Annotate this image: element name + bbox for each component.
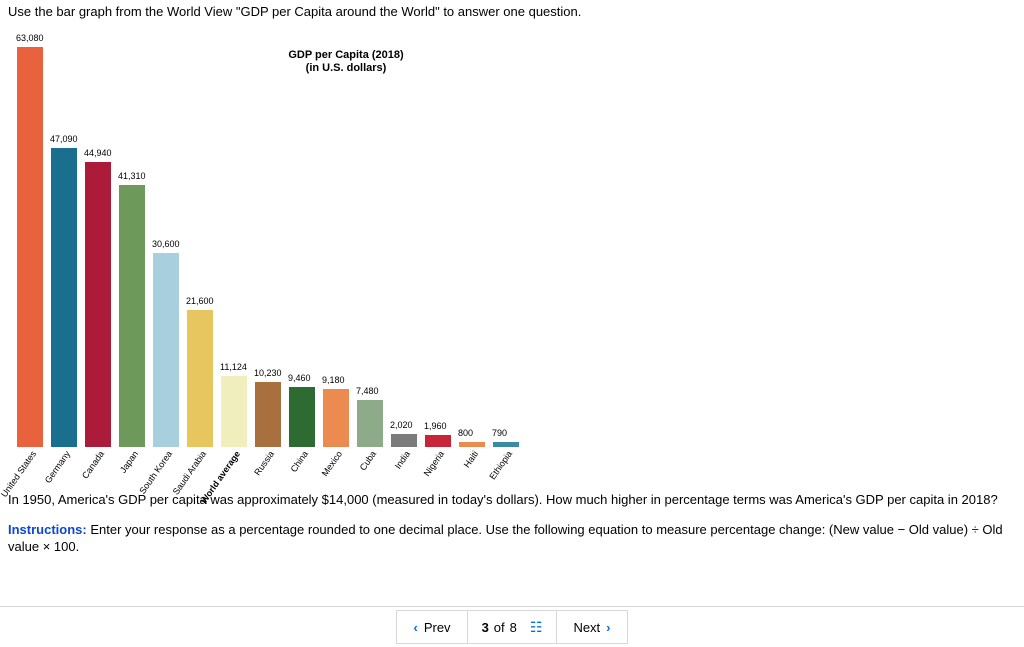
x-label: Nigeria: [424, 449, 452, 489]
bar-rect: [289, 387, 315, 447]
x-label: China: [288, 449, 316, 489]
bar-rect: [255, 382, 281, 447]
bar-value-label: 790: [492, 428, 552, 438]
bar-rect: [357, 400, 383, 447]
prev-button[interactable]: ‹ Prev: [396, 610, 467, 644]
bar-rect: [85, 162, 111, 447]
bar-value-label: 7,480: [356, 386, 416, 396]
page-indicator: 3 of 8 ☷: [467, 610, 558, 644]
bar-value-label: 47,090: [50, 134, 110, 144]
bar-value-label: 63,080: [16, 33, 76, 43]
bar: 44,940: [84, 162, 112, 447]
x-label: Canada: [84, 449, 112, 489]
bar-value-label: 21,600: [186, 296, 246, 306]
bar-rect: [323, 389, 349, 447]
bar-rect: [493, 442, 519, 447]
bar: 11,124: [220, 376, 248, 447]
bar-rect: [51, 148, 77, 447]
bar: 800: [458, 442, 486, 447]
next-button[interactable]: Next ›: [556, 610, 627, 644]
bar-rect: [17, 47, 43, 447]
bar-value-label: 44,940: [84, 148, 144, 158]
bar-rect: [425, 435, 451, 447]
bar: 41,310: [118, 185, 146, 447]
x-axis-labels: United StatesGermanyCanadaJapanSouth Kor…: [16, 449, 520, 489]
x-label: Mexico: [322, 449, 350, 489]
instructions-text: Enter your response as a percentage roun…: [8, 522, 1003, 555]
x-label: India: [390, 449, 418, 489]
bar-rect: [119, 185, 145, 447]
page-total: 8: [510, 620, 517, 635]
bars-container: 63,08047,09044,94041,31030,60021,60011,1…: [16, 27, 520, 447]
instructions-label: Instructions:: [8, 522, 87, 537]
instructions: Instructions: Enter your response as a p…: [0, 509, 1024, 556]
chevron-left-icon: ‹: [413, 620, 417, 635]
bar-rect: [187, 310, 213, 447]
page-current: 3: [482, 620, 489, 635]
bar: 790: [492, 442, 520, 447]
x-label: World average: [220, 449, 248, 489]
x-label: United States: [16, 449, 44, 489]
x-label: Ethiopia: [492, 449, 520, 489]
bar: 9,460: [288, 387, 316, 447]
bar-value-label: 41,310: [118, 171, 178, 181]
bar: 2,020: [390, 434, 418, 447]
x-label: Haiti: [458, 449, 486, 489]
chevron-right-icon: ›: [606, 620, 610, 635]
bar: 21,600: [186, 310, 214, 447]
x-label: Germany: [50, 449, 78, 489]
bar-rect: [391, 434, 417, 447]
bar: 7,480: [356, 400, 384, 447]
gdp-bar-chart: GDP per Capita (2018) (in U.S. dollars) …: [6, 19, 686, 489]
footer-nav: ‹ Prev 3 of 8 ☷ Next ›: [0, 606, 1024, 647]
bar: 9,180: [322, 389, 350, 447]
bar: 63,080: [16, 47, 44, 447]
grid-icon[interactable]: ☷: [530, 619, 543, 636]
bar: 30,600: [152, 253, 180, 447]
prev-label: Prev: [424, 620, 451, 635]
bar: 10,230: [254, 382, 282, 447]
bar: 1,960: [424, 435, 452, 447]
bar-rect: [459, 442, 485, 447]
question-followup: In 1950, America's GDP per capita was ap…: [0, 489, 1024, 509]
bar-rect: [221, 376, 247, 447]
bar-value-label: 9,180: [322, 375, 382, 385]
x-label: Russia: [254, 449, 282, 489]
page-root: Use the bar graph from the World View "G…: [0, 0, 1024, 647]
question-prompt: Use the bar graph from the World View "G…: [0, 0, 1024, 19]
bar-value-label: 30,600: [152, 239, 212, 249]
next-label: Next: [573, 620, 600, 635]
page-of: of: [494, 620, 505, 635]
bar-rect: [153, 253, 179, 447]
bar: 47,090: [50, 148, 78, 447]
x-label: Cuba: [356, 449, 384, 489]
